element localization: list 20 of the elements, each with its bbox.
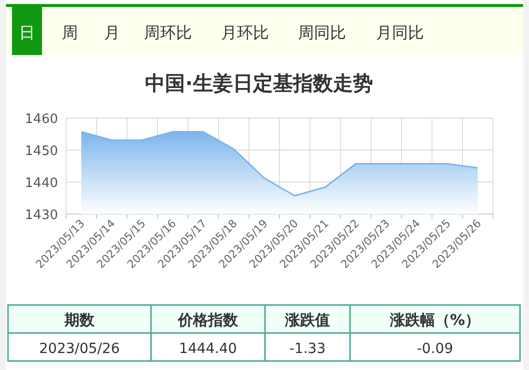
chart-title: 中国·生姜日定基指数走势 [145,71,373,95]
text: 月 [104,23,120,42]
y-tick-label: 1460 [24,112,58,127]
text: 涨跌幅（%） [388,311,480,329]
text: 2023/05/26 [39,341,120,357]
text: -0.09 [416,341,454,357]
y-tick-label: 1450 [24,144,58,159]
text: 周同比 [298,23,346,42]
text: 价格指数 [177,311,239,329]
y-tick-label: 1440 [24,176,58,191]
text: -1.33 [289,341,326,357]
text: 1444.40 [179,341,237,357]
text: 日 [19,23,35,42]
text: 周 [62,23,78,42]
text: 涨跌值 [284,311,330,329]
text: 月同比 [376,23,424,42]
text: 月环比 [221,23,269,42]
text: 期数 [64,311,96,329]
text: 周环比 [144,23,192,42]
y-tick-label: 1430 [24,208,58,223]
